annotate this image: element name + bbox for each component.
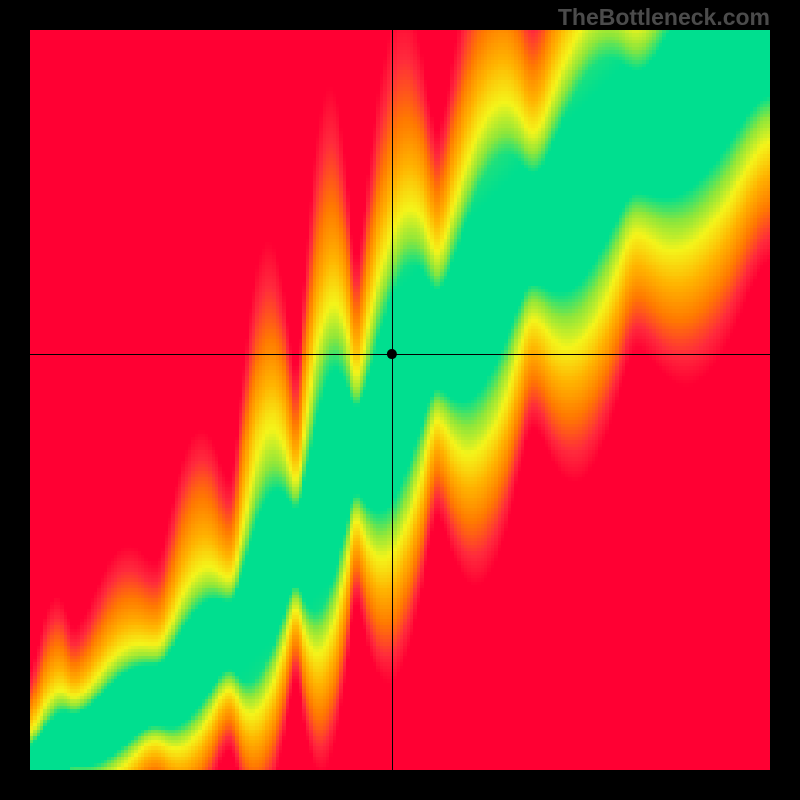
watermark-text: TheBottleneck.com: [558, 4, 770, 31]
chart-frame: TheBottleneck.com: [0, 0, 800, 800]
bottleneck-heatmap: [30, 30, 770, 770]
